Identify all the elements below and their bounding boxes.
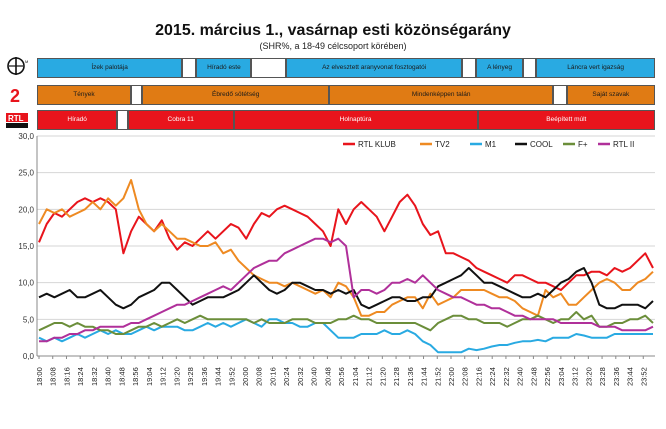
series-line-f- (38, 311, 654, 335)
x-tick-label: 20:40 (310, 367, 319, 386)
program-segment: Az elvesztett aranyvonat fosztogatói (286, 58, 463, 78)
x-tick-label: 18:08 (49, 367, 58, 386)
legend-label: F+ (578, 140, 588, 149)
x-tick-label: 23:36 (612, 367, 621, 386)
program-segment: Mindenképpen talán (329, 85, 554, 105)
program-segment: Cobra 11 (127, 110, 234, 130)
x-tick-label: 20:24 (282, 367, 291, 386)
x-tick-label: 20:16 (268, 367, 277, 386)
x-tick-label: 19:12 (159, 367, 168, 386)
program-band-tv2: Tények Ébredő sötétség Mindenképpen talán S… (37, 85, 655, 105)
x-tick-label: 22:00 (447, 367, 456, 386)
chart-title: 2015. március 1., vasárnap esti közönség… (155, 22, 511, 39)
x-tick-label: 22:40 (516, 367, 525, 386)
y-tick-label: 15,0 (18, 242, 34, 251)
x-tick-label: 18:24 (76, 367, 85, 386)
x-tick-label: 18:40 (104, 367, 113, 386)
program-gap (130, 85, 143, 105)
program-gap (462, 58, 476, 78)
y-tick-label: 30,0 (18, 132, 34, 141)
x-tick-label: 20:32 (296, 367, 305, 386)
program-gap (251, 58, 287, 78)
x-tick-label: 19:04 (145, 367, 154, 386)
x-tick-label: 20:56 (337, 367, 346, 386)
x-tick-label: 18:56 (131, 367, 140, 386)
x-tick-label: 23:04 (557, 367, 566, 386)
chart-subtitle: (SHR%, a 18-49 célcsoport körében) (259, 41, 407, 51)
y-tick-label: 5,0 (23, 315, 35, 324)
series-line-rtl-ii (39, 237, 654, 343)
x-tick-label: 22:56 (543, 367, 552, 386)
program-segment: Láncra vert igazság (536, 58, 655, 78)
series-line-m1 (38, 318, 653, 354)
series-line-cool (38, 267, 654, 310)
legend-label: RTL KLUB (358, 140, 396, 149)
program-segment: Beépített múlt (477, 110, 655, 130)
legend-label: TV2 (435, 140, 450, 149)
x-tick-label: 19:52 (227, 367, 236, 386)
m1-logo-text: M1 (25, 59, 28, 64)
m1-logo-icon: M1 (7, 57, 28, 75)
program-segment: Holnaptúra (233, 110, 478, 130)
legend-label: RTL II (613, 140, 634, 149)
program-segment: A lényeg (475, 58, 524, 78)
y-tick-label: 20,0 (18, 205, 34, 214)
legend-label: COOL (530, 140, 553, 149)
program-segment: Saját szavak (566, 85, 655, 105)
program-gap (553, 85, 567, 105)
x-tick-label: 23:28 (598, 367, 607, 386)
tv2-logo-icon: 2 (7, 86, 27, 105)
x-tick-label: 19:20 (172, 367, 181, 386)
x-tick-label: 22:32 (502, 367, 511, 386)
x-tick-label: 20:08 (255, 367, 264, 386)
rtl-klub-logo-icon: RTL (6, 113, 28, 128)
x-tick-label: 20:48 (323, 367, 332, 386)
y-tick-label: 25,0 (18, 169, 34, 178)
legend-label: M1 (485, 140, 497, 149)
x-tick-label: 19:28 (186, 367, 195, 386)
x-tick-label: 21:12 (365, 367, 374, 386)
x-tick-label: 19:44 (214, 367, 223, 386)
series-line-tv2 (38, 179, 654, 317)
x-tick-label: 23:20 (584, 367, 593, 386)
x-tick-label: 22:16 (474, 367, 483, 386)
line-chart: 0,0 5,0 10,0 15,0 20,0 25,0 30,0 18:00 18:08 18:1… (18, 132, 655, 386)
series-line-rtl-klub (38, 193, 654, 291)
x-tick-label: 23:52 (639, 367, 648, 386)
program-segment: Ébredő sötétség (142, 85, 330, 105)
x-tick-label: 22:08 (461, 367, 470, 386)
program-band-rtl-klub: Híradó Cobra 11 Holnaptúra Beépített múlt (37, 110, 655, 130)
program-segment: Híradó (37, 110, 118, 130)
x-tick-label: 21:04 (351, 367, 360, 386)
x-tick-label: 22:24 (488, 367, 497, 386)
x-tick-label: 21:52 (433, 367, 442, 386)
x-tick-label: 21:36 (406, 367, 415, 386)
y-tick-label: 10,0 (18, 279, 34, 288)
x-tick-label: 18:48 (117, 367, 126, 386)
x-tick-label: 22:48 (529, 367, 538, 386)
x-tick-label: 18:16 (62, 367, 71, 386)
rtl-klub-logo-text: RTL (8, 114, 24, 123)
program-gap (117, 110, 128, 130)
x-tick-label: 21:20 (378, 367, 387, 386)
x-tick-label: 21:44 (420, 367, 429, 386)
x-tick-label: 23:12 (571, 367, 580, 386)
program-band-m1: Ízek palotája Híradó este Az elvesztett ar… (37, 58, 655, 78)
x-tick-label: 23:44 (626, 367, 635, 386)
program-segment: Tények (37, 85, 131, 105)
x-tick-label: 19:36 (200, 367, 209, 386)
x-tick-label: 20:00 (241, 367, 250, 386)
program-segment: Híradó este (196, 58, 252, 78)
x-tick-label: 18:00 (35, 367, 44, 386)
x-tick-label: 21:28 (392, 367, 401, 386)
x-tick-label: 18:32 (90, 367, 99, 386)
tv2-logo-text: 2 (10, 86, 20, 105)
program-gap (182, 58, 197, 78)
program-gap (523, 58, 537, 78)
y-tick-label: 0,0 (23, 352, 35, 361)
program-segment: Ízek palotája (37, 58, 183, 78)
